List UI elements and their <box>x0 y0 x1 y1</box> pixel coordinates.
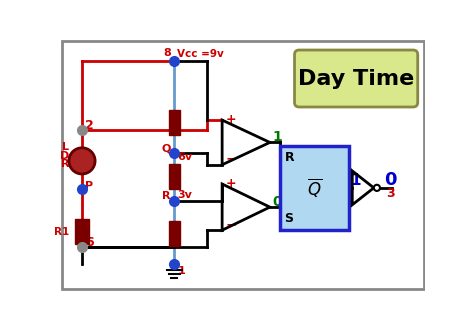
Text: 6v: 6v <box>177 152 192 162</box>
Bar <box>280 146 349 230</box>
Text: +: + <box>225 177 236 190</box>
Text: 3: 3 <box>386 187 395 200</box>
Text: R1: R1 <box>55 227 70 237</box>
Text: Q: Q <box>161 144 171 154</box>
Text: D: D <box>60 151 70 161</box>
Bar <box>169 221 180 246</box>
Text: 1: 1 <box>272 130 282 144</box>
Text: −: − <box>225 217 237 231</box>
Text: $\overline{Q}$: $\overline{Q}$ <box>307 176 322 199</box>
Text: 1: 1 <box>177 266 185 276</box>
Bar <box>169 164 180 189</box>
Text: 1: 1 <box>350 173 360 188</box>
Circle shape <box>69 148 95 174</box>
Text: P: P <box>85 181 93 191</box>
Text: 6: 6 <box>85 235 94 249</box>
Text: −: − <box>225 151 237 165</box>
Text: +: + <box>225 113 236 126</box>
Text: R: R <box>284 151 294 164</box>
Text: 0: 0 <box>384 171 397 189</box>
Text: Day Time: Day Time <box>298 69 414 89</box>
Text: R: R <box>162 191 171 201</box>
Text: 2: 2 <box>85 119 94 131</box>
Bar <box>169 110 180 135</box>
FancyBboxPatch shape <box>294 50 418 107</box>
Text: 8: 8 <box>164 48 171 58</box>
Text: L: L <box>62 142 69 152</box>
Text: 0: 0 <box>272 195 282 209</box>
Bar <box>75 219 89 244</box>
Text: 3v: 3v <box>177 190 192 200</box>
Text: R: R <box>61 159 69 169</box>
Text: Vcc =9v: Vcc =9v <box>177 49 223 59</box>
Text: S: S <box>284 213 293 226</box>
Circle shape <box>374 185 380 191</box>
